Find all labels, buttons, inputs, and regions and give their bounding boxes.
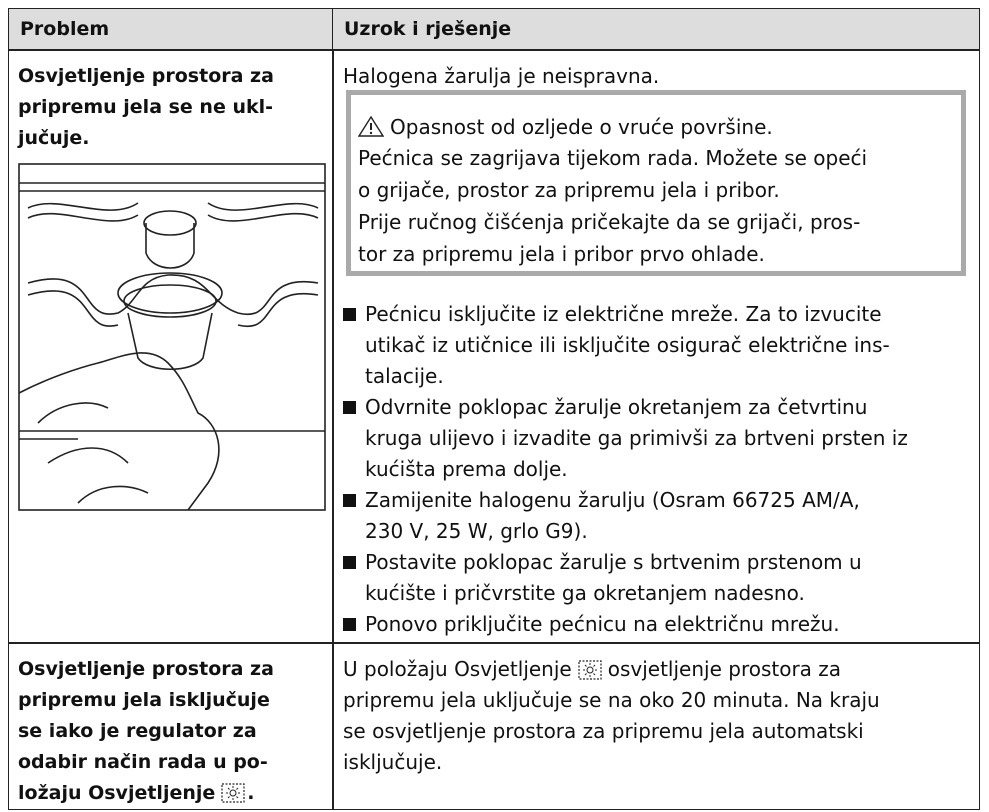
- problem-text: pripremu jela isključuje: [18, 689, 270, 711]
- illustration: [18, 163, 326, 511]
- bullet: [343, 618, 356, 631]
- bullet: [343, 308, 356, 321]
- step-text: kruga ulijevo i izvadite ga primivši za …: [365, 426, 908, 450]
- problem-text: .: [247, 782, 255, 804]
- problem-text: ložaju Osvjetljenje.: [18, 780, 254, 806]
- bullet: [343, 401, 356, 414]
- header-text: Uzrok i rješenje: [344, 18, 512, 40]
- step-text: Postavite poklopac žarulje s brtvenim pr…: [365, 550, 862, 574]
- cell: [8, 49, 334, 644]
- problem-text: pripremu jela se ne ukl-: [18, 96, 274, 118]
- solution-text: isključuje.: [343, 750, 443, 774]
- cause-text: Halogena žarulja je neispravna.: [343, 64, 660, 88]
- step-text: Ponovo priključite pećnicu na električnu…: [365, 612, 840, 636]
- cell: [8, 642, 334, 810]
- solution-text: pripremu jela uključuje se na oko 20 min…: [343, 688, 880, 712]
- problem-text: jučuje.: [18, 127, 90, 149]
- header-cell: [8, 8, 334, 51]
- solution-text: U položaju Osvjetljenje: [343, 657, 572, 681]
- warning-text: Prije ručnog čišćenja pričekajte da se g…: [358, 210, 861, 234]
- cell: [332, 49, 980, 644]
- cell: [332, 642, 980, 810]
- warning-title-text: Opasnost od ozljede o vruće površine.: [390, 115, 773, 139]
- problem-text: odabir način rada u po-: [18, 751, 268, 773]
- problem-text: Osvjetljenje prostora za: [18, 658, 274, 680]
- warning-title: Opasnost od ozljede o vruće površine.: [357, 114, 773, 140]
- step-text: kućišta prema dolje.: [365, 457, 568, 481]
- header-text: Problem: [20, 18, 110, 40]
- step-text: kućište i pričvrstite ga okretanjem nade…: [365, 581, 805, 605]
- step-text: utikač iz utičnice ili isključite osigur…: [365, 333, 890, 357]
- step-text: talacije.: [365, 364, 444, 388]
- solution-text: se osvjetljenje prostora za pripremu jel…: [343, 719, 864, 743]
- warning-text: tor za pripremu jela i pribor prvo ohlad…: [358, 242, 765, 266]
- problem-text: Osvjetljenje prostora za: [18, 65, 274, 87]
- light-icon: [578, 660, 602, 680]
- bullet: [343, 494, 356, 507]
- step-text: Pećnicu isključite iz električne mreže. …: [365, 302, 882, 326]
- light-icon: [221, 783, 245, 803]
- warning-icon: [357, 115, 385, 137]
- warning-text: Pećnica se zagrijava tijekom rada. Možet…: [358, 146, 868, 170]
- step-text: Zamijenite halogenu žarulju (Osram 66725…: [365, 488, 860, 512]
- problem-text: ložaju Osvjetljenje: [18, 782, 216, 804]
- step-text: Odvrnite poklopac žarulje okretanjem za …: [365, 395, 868, 419]
- step-text: 230 V, 25 W, grlo G9).: [365, 519, 588, 543]
- solution-text: osvjetljenje prostora za: [607, 657, 842, 681]
- header-cell: [332, 8, 980, 51]
- problem-text: se iako je regulator za: [18, 720, 257, 742]
- bullet: [343, 556, 356, 569]
- warning-text: o grijače, prostor za pripremu jela i pr…: [358, 178, 780, 202]
- solution-text: U položaju Osvjetljenje osvjetljenje pros…: [343, 656, 841, 682]
- warning-box: [346, 90, 966, 276]
